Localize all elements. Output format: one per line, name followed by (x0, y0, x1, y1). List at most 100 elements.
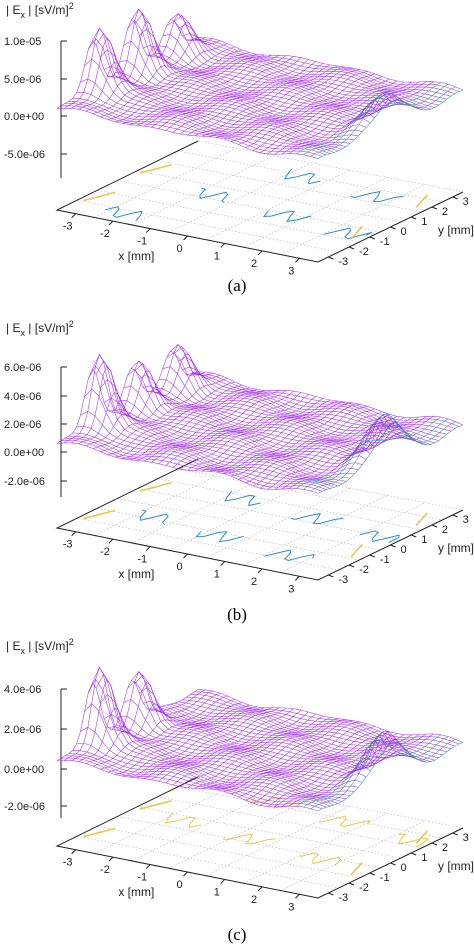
mesh-line-v (100, 384, 243, 452)
y-tick-label: 3 (463, 196, 469, 208)
grid-line-y (117, 816, 381, 869)
mesh-line-v (56, 679, 199, 762)
z-axis-label: | Ex | [sV/m]2 (6, 637, 74, 656)
panel-caption: (a) (228, 276, 247, 295)
mesh-line-u (95, 673, 359, 791)
y-tick-label: 1 (421, 216, 427, 228)
z-tick-label: 5.0e-06 (4, 74, 41, 86)
mesh-line-v (230, 408, 375, 477)
grid-line-x (205, 487, 350, 559)
mesh-line-v (201, 66, 346, 137)
floor-border (55, 458, 464, 581)
z-tick-label: 0.0e+00 (4, 111, 44, 123)
mesh-line-v (252, 80, 397, 151)
mesh-line-v (230, 726, 375, 795)
x-tick-label: 2 (251, 576, 257, 588)
floor-grid (56, 458, 464, 581)
mesh-line-v (310, 413, 456, 492)
grid-line-y (97, 825, 360, 879)
y-tick-mark (411, 534, 417, 538)
z-tick-label: 2.0e-06 (4, 419, 41, 431)
mesh-line-v (100, 702, 243, 770)
mesh-line-v (223, 406, 368, 474)
contour-line (224, 490, 261, 507)
mesh-line-u (68, 435, 331, 489)
x-tick-mark (108, 538, 114, 544)
y-tick-mark (369, 236, 375, 240)
x-tick-label: 0 (176, 561, 182, 573)
contour-line (318, 815, 371, 828)
mesh-line-v (151, 390, 294, 463)
mesh-line-v (187, 64, 331, 136)
mesh-line-v (187, 717, 331, 788)
grid-line-x (131, 473, 274, 544)
x-tick-mark (295, 893, 300, 899)
y-axis-label: y [mm] (438, 541, 474, 555)
mesh-line-v (230, 73, 375, 142)
mesh-line-u (166, 352, 431, 445)
y-tick-label: 2 (442, 206, 448, 218)
mesh-line-v (114, 389, 257, 458)
y-tick-label: 1 (421, 852, 427, 864)
x-tick-label: 0 (176, 879, 182, 891)
x-tick-mark (295, 257, 300, 263)
y-tick-mark (390, 226, 396, 230)
mesh-line-v (114, 706, 257, 775)
mesh-line-v (194, 718, 338, 789)
mesh-line-v (93, 46, 235, 115)
grid-line-y (177, 468, 443, 521)
floor-grid (56, 140, 464, 263)
x-tick-label: 2 (251, 894, 257, 906)
mesh-line-v (274, 734, 419, 808)
mesh-line-v (151, 56, 294, 128)
mesh-line-v (71, 678, 213, 761)
contour-line (359, 530, 400, 543)
mesh-line-v (158, 709, 302, 782)
mesh-line-v (172, 396, 316, 468)
mesh-line-v (107, 387, 250, 455)
contour-line (164, 812, 202, 829)
z-tick-label: 1.0e-05 (4, 36, 41, 48)
mesh-line-v (303, 84, 449, 155)
y-tick-mark (411, 216, 417, 220)
mesh-line-v (172, 61, 316, 133)
y-tick-mark (390, 544, 396, 548)
mesh-line-v (259, 81, 405, 153)
mesh-line-v (165, 711, 309, 784)
mesh-line-v (267, 417, 412, 490)
contour-line (323, 227, 373, 240)
floor-contours (83, 482, 428, 562)
y-tick-mark (369, 554, 375, 558)
grid-line-y (77, 835, 339, 889)
contour-line (262, 210, 312, 222)
y-tick-mark (452, 832, 458, 836)
mesh-line-v (114, 53, 257, 123)
contour-line (195, 531, 244, 543)
grid-line-x (280, 502, 426, 573)
contour-line-edge (415, 830, 428, 845)
y-tick-mark (431, 206, 438, 210)
mesh-line-v (216, 721, 360, 790)
mesh-line-v (267, 81, 412, 155)
grid-line-x (280, 820, 426, 891)
contour-line (290, 512, 344, 525)
x-tick-label: -2 (100, 228, 110, 240)
x-tick-mark (257, 568, 263, 574)
y-tick-mark (411, 852, 417, 856)
mesh-line-v (259, 734, 405, 806)
mesh-line-v (129, 54, 272, 125)
grid-line-y (157, 478, 422, 531)
floor-contours (83, 164, 428, 240)
z-tick-label: 0.0e+00 (4, 447, 44, 459)
grid-line-y (117, 498, 381, 551)
x-axis-label: x [mm] (118, 567, 154, 581)
mesh-line-v (64, 344, 206, 444)
mesh-line-v (85, 378, 228, 447)
mesh-line-v (296, 416, 442, 489)
y-tick-mark (431, 524, 438, 528)
y-tick-label: -2 (359, 882, 369, 894)
mesh-line-v (238, 728, 383, 798)
contour-line (350, 190, 404, 203)
grid-line-y (137, 488, 401, 541)
mesh-line-v (129, 707, 272, 778)
